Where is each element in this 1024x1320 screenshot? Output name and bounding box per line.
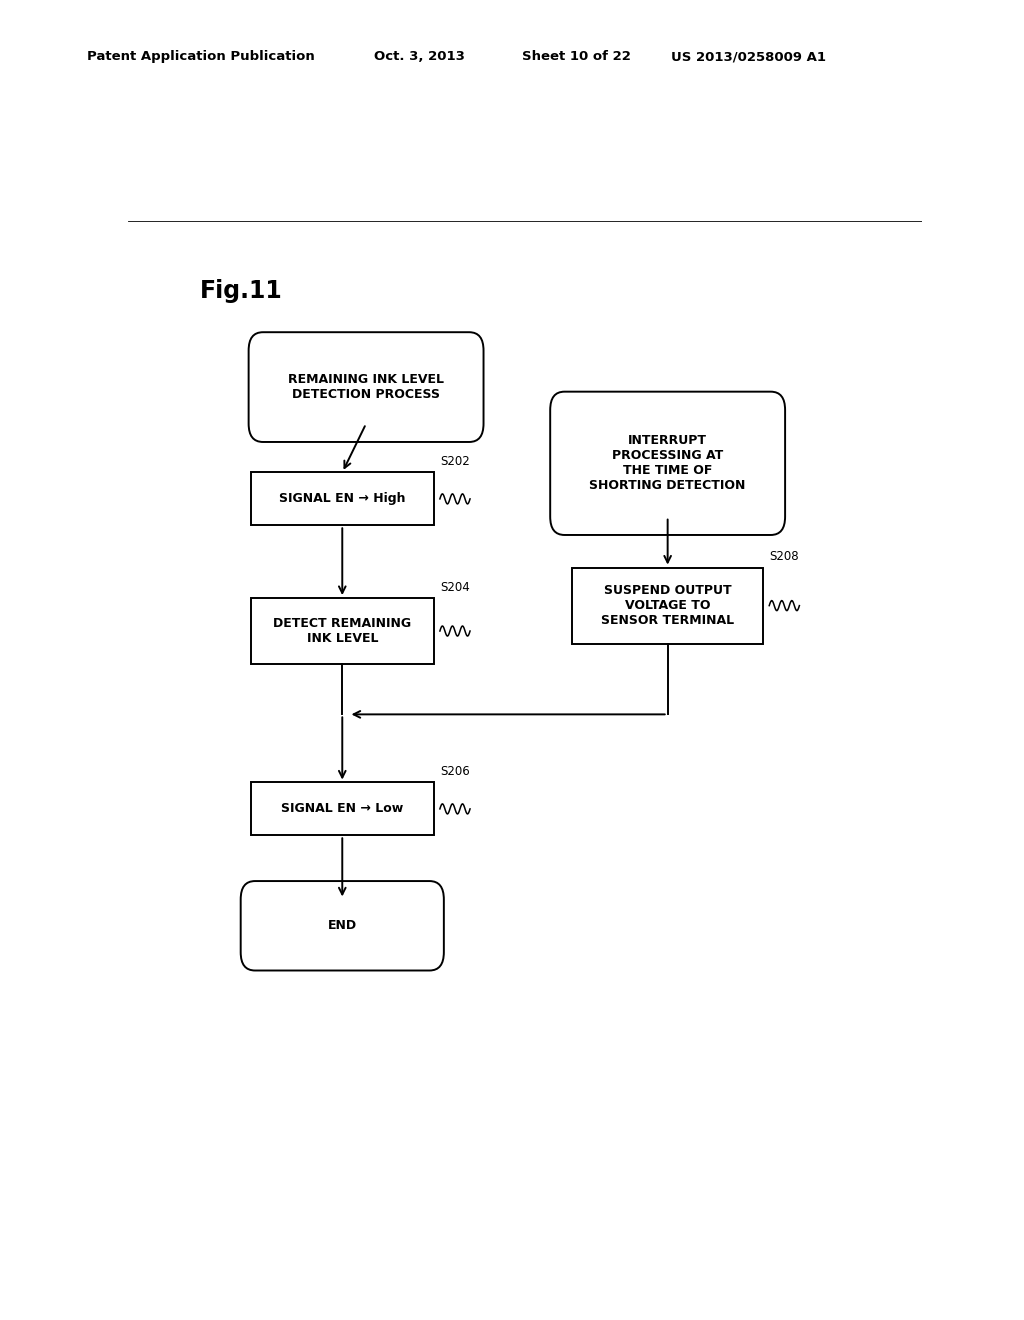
Text: Fig.11: Fig.11 [200,279,283,302]
Text: Oct. 3, 2013: Oct. 3, 2013 [374,50,465,63]
Text: INTERRUPT
PROCESSING AT
THE TIME OF
SHORTING DETECTION: INTERRUPT PROCESSING AT THE TIME OF SHOR… [590,434,745,492]
Text: SIGNAL EN → Low: SIGNAL EN → Low [282,803,403,816]
Text: DETECT REMAINING
INK LEVEL: DETECT REMAINING INK LEVEL [273,616,412,645]
Text: Patent Application Publication: Patent Application Publication [87,50,314,63]
FancyBboxPatch shape [550,392,785,535]
Text: REMAINING INK LEVEL
DETECTION PROCESS: REMAINING INK LEVEL DETECTION PROCESS [288,374,444,401]
FancyBboxPatch shape [251,473,433,525]
Text: S204: S204 [440,581,470,594]
Text: SIGNAL EN → High: SIGNAL EN → High [279,492,406,506]
Text: SUSPEND OUTPUT
VOLTAGE TO
SENSOR TERMINAL: SUSPEND OUTPUT VOLTAGE TO SENSOR TERMINA… [601,585,734,627]
FancyBboxPatch shape [241,880,443,970]
FancyBboxPatch shape [251,783,433,836]
Text: Sheet 10 of 22: Sheet 10 of 22 [522,50,631,63]
Text: S202: S202 [440,455,470,469]
Text: END: END [328,919,356,932]
FancyBboxPatch shape [572,568,763,644]
FancyBboxPatch shape [249,333,483,442]
Text: S206: S206 [440,766,470,779]
FancyBboxPatch shape [251,598,433,664]
Text: S208: S208 [769,550,799,564]
Text: US 2013/0258009 A1: US 2013/0258009 A1 [671,50,825,63]
